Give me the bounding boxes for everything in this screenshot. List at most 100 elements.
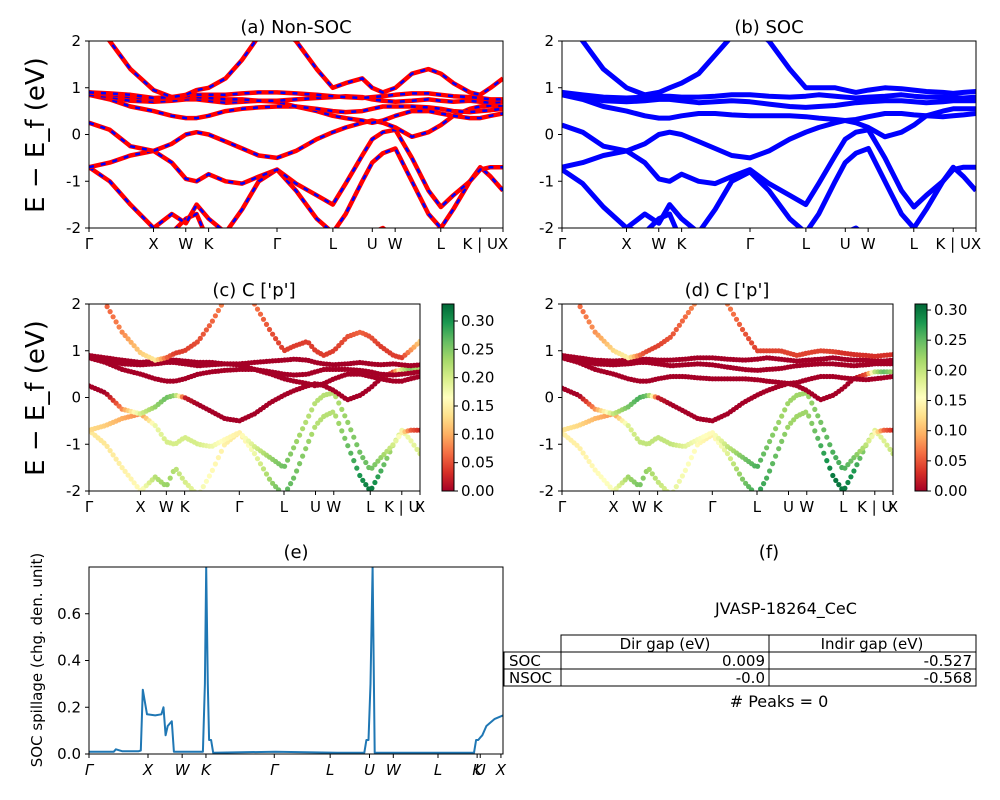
panel-e-ylabel: SOC spillage (chg. den. unit) [28,553,46,768]
panel-a: (a) Non-SOC E − E_f (eV) [21,17,352,213]
colorbar-tick-label: 0.00 [461,482,494,500]
y-tick-label: 1 [544,342,554,360]
band-point [830,449,836,455]
band-point [863,442,869,448]
colorbar-tick-label: 0.30 [934,301,967,319]
band-point [200,484,206,490]
table-cell-value: -0.527 [924,652,972,670]
band-point [592,467,598,473]
band-point [297,461,303,467]
band-point [685,309,692,316]
x-tick-label: L [437,235,446,253]
band-point [372,462,378,468]
band-point [260,316,267,322]
y-tick-label: 0.4 [57,652,81,670]
band-point [782,431,788,437]
y-tick-label: -2 [66,219,81,237]
panel-d: (d) C ['p'] [685,280,770,301]
band-point [727,306,734,312]
band-point [206,473,212,479]
band-point [125,336,131,342]
band-point [336,420,342,426]
y-tick-label: -1 [66,435,81,453]
band-point [360,455,366,461]
band-point [276,487,282,491]
band-point [372,479,378,486]
x-tick-label: K | U [936,235,971,253]
band-point [101,440,107,446]
band-point [330,409,336,415]
band-point [833,477,839,483]
axes-frame [561,303,894,492]
panel-c-ylabel: E − E_f (eV) [21,320,51,476]
band-point [209,318,215,324]
band-point [770,432,776,438]
x-tick-label: K [653,498,664,516]
band-point [691,448,698,454]
band-point [776,419,782,425]
y-tick-label: 0 [71,126,81,144]
band-point [764,445,770,451]
y-tick-label: 1 [71,79,81,97]
band-point [257,461,264,467]
colorbar-tick-label: 0.10 [934,422,967,440]
band-point [791,417,797,423]
band-point [357,472,363,479]
band-point [104,443,110,449]
x-tick-label: W [178,235,193,253]
band-point [848,474,854,480]
colorbar-d: 0.00 0.05 0.10 0.15 0.20 0.25 0.30 [914,301,967,500]
band-point [134,484,140,490]
band-point [212,461,218,467]
band-point [203,478,209,484]
band-point [607,484,613,490]
x-tick-label: K [201,761,212,779]
band-point [736,321,743,327]
y-tick-label: -1 [66,172,81,190]
colorbar-c: 0.00 0.05 0.10 0.15 0.20 0.25 0.30 [441,303,494,500]
band-point [595,470,601,476]
band-point [393,438,399,444]
axes-e: 0.00.20.40.6Γ X W K Γ L U W L KU X [57,566,507,779]
band-point [176,471,182,477]
panel-f: (f) JVASP-18264_CeC Dir gap (eV) Indir g… [503,542,977,711]
band-point [351,434,357,440]
band-point [752,344,758,350]
band-line-overlay [89,93,503,114]
plot-area-a [89,41,503,228]
band-point [116,324,122,330]
band-point [110,452,116,458]
band-point [375,474,381,480]
y-tick-label: 2 [544,32,554,50]
band-point [104,304,110,310]
x-tick-label: L [280,498,289,516]
band-point [342,413,348,419]
x-tick-label: Γ [558,235,567,253]
band-point [743,480,749,486]
band-point [761,481,767,487]
band-line-overlay [89,104,503,160]
band-point [107,309,113,315]
band-point [767,438,773,445]
peaks-label: # Peaks = 0 [730,692,829,711]
band-line-overlay [89,93,503,125]
x-tick-label: Γ [85,761,95,779]
band-point [779,413,785,419]
x-tick-label: X [608,498,618,516]
x-tick-label: U [783,498,794,516]
colorbar-tick-label: 0.05 [934,452,967,470]
axes-frame [561,40,977,229]
x-tick-label: X [142,761,154,779]
band-point [345,419,351,425]
band-point [270,331,276,337]
colorbar-tick-label: 0.30 [461,312,494,330]
band-point [309,431,315,437]
band-point [887,446,893,452]
band-point [134,346,140,352]
table-cell-value: -0.0 [736,669,765,687]
x-tick-label: Γ [273,235,282,253]
x-tick-label: U [364,761,375,779]
band-point [113,456,119,462]
x-tick-label: X [415,498,425,516]
